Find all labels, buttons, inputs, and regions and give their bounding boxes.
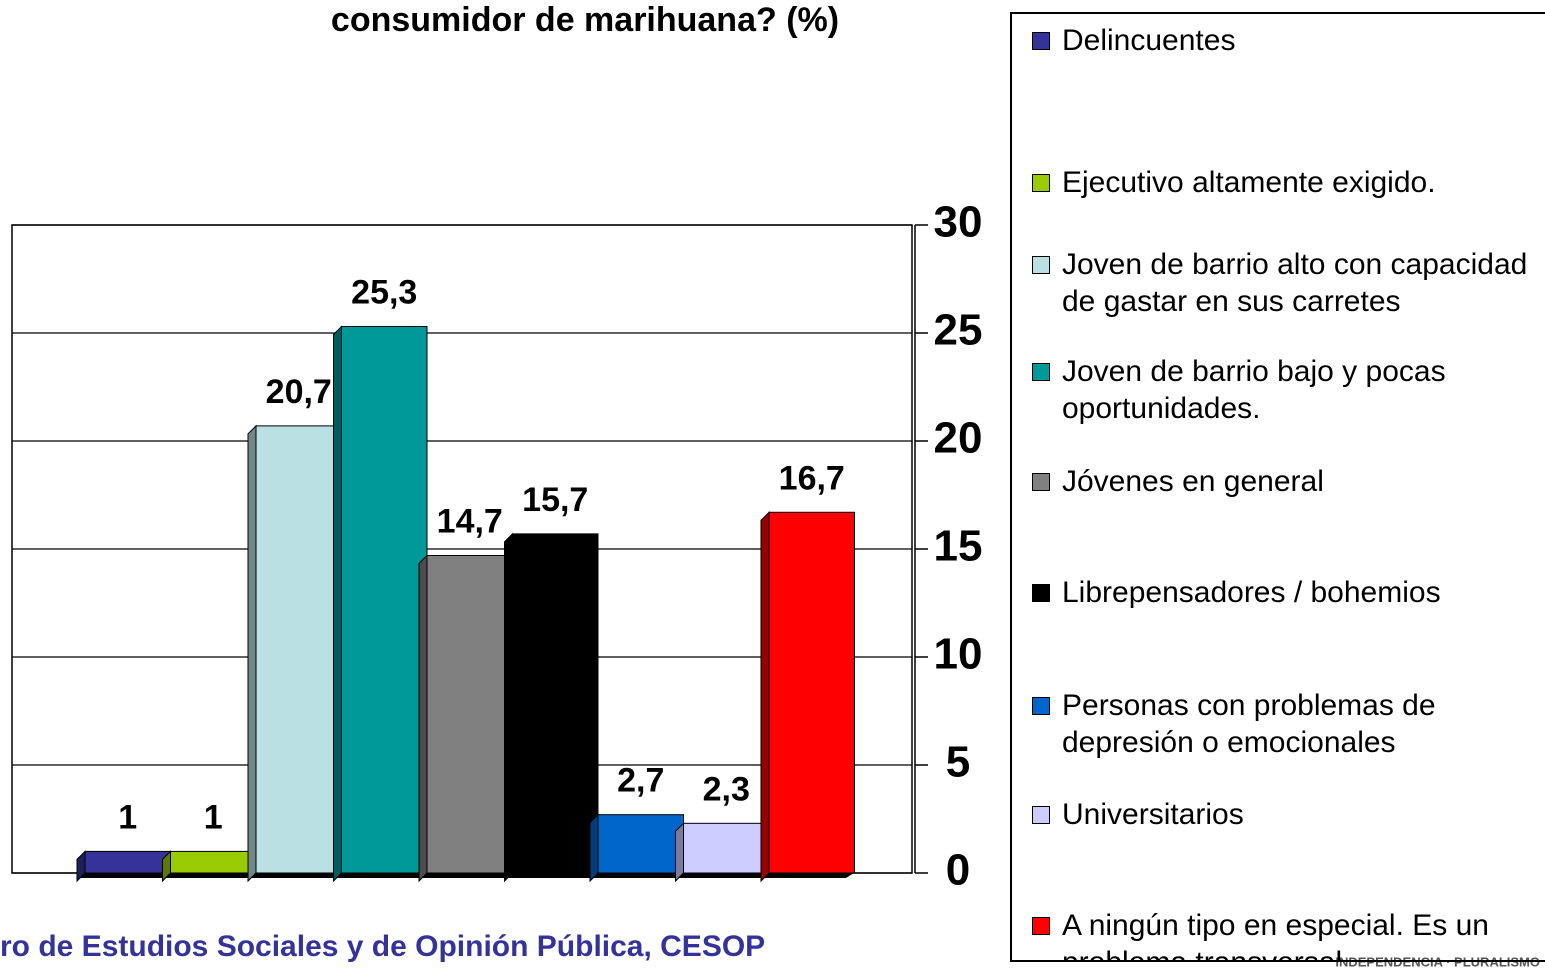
bar-side: [333, 325, 342, 883]
legend-label: Personas con problemas de depresión o em…: [1062, 689, 1436, 759]
data-label: 2,7: [617, 762, 664, 800]
bar-side: [504, 532, 513, 883]
data-label: 15,7: [522, 481, 588, 519]
legend-swatch: [1032, 917, 1050, 935]
bar: [170, 850, 257, 874]
legend-swatch: [1032, 174, 1050, 192]
source: ro de Estudios Sociales y de Opinión Púb…: [0, 930, 765, 963]
bar: [341, 326, 428, 874]
bar: [597, 814, 684, 874]
bar-side: [760, 511, 770, 883]
bar: [683, 822, 770, 874]
y-tick-label: 5: [946, 738, 970, 787]
legend-swatch: [1032, 806, 1050, 824]
bar: [426, 554, 513, 874]
y-tick-label: 0: [946, 846, 970, 895]
bar: [768, 511, 855, 874]
data-label: 2,3: [703, 770, 750, 808]
legend-label: Delincuentes: [1062, 24, 1236, 57]
y-tick-label: 20: [934, 414, 983, 463]
legend-swatch: [1032, 363, 1050, 381]
bar: [512, 533, 599, 874]
legend-swatch: [1032, 697, 1050, 715]
legend-label: A ningún tipo en especial. Es un problem…: [1062, 909, 1489, 960]
data-label: 1: [118, 798, 137, 836]
data-label: 1: [204, 798, 223, 836]
legend-label: Joven de barrio bajo y pocas oportunidad…: [1062, 355, 1446, 425]
bar: [84, 850, 171, 874]
y-tick-label: 15: [934, 522, 983, 571]
y-tick-label: 25: [934, 306, 983, 355]
legend-label: Universitarios: [1062, 798, 1244, 831]
y-tick-label: 30: [934, 198, 983, 247]
legend-label: Ejecutivo altamente exigido.: [1062, 166, 1436, 199]
data-label: 16,7: [779, 459, 845, 497]
legend: Delincuentes Ejecutivo altamente exigido.…: [1010, 12, 1545, 962]
bar-side: [675, 822, 684, 883]
chart-title: consumidor de marihuana? (%): [331, 1, 839, 39]
legend-swatch: [1032, 584, 1050, 602]
legend-swatch: [1032, 256, 1050, 274]
floor: [77, 873, 854, 878]
bar-side: [589, 813, 599, 883]
y-tick-label: 10: [934, 630, 983, 679]
data-label: 20,7: [266, 373, 332, 411]
data-label: 14,7: [437, 502, 503, 540]
bar-side: [418, 554, 428, 883]
legend-swatch: [1032, 32, 1050, 50]
data-label: 25,3: [351, 274, 417, 312]
bar-side: [247, 424, 257, 883]
legend-label: Jóvenes en general: [1062, 465, 1324, 498]
bar: [255, 425, 342, 874]
legend-label: Joven de barrio alto con capacidad de ga…: [1062, 248, 1528, 318]
legend-label: Librepensadores / bohemios: [1062, 576, 1441, 609]
legend-swatch: [1032, 473, 1050, 491]
